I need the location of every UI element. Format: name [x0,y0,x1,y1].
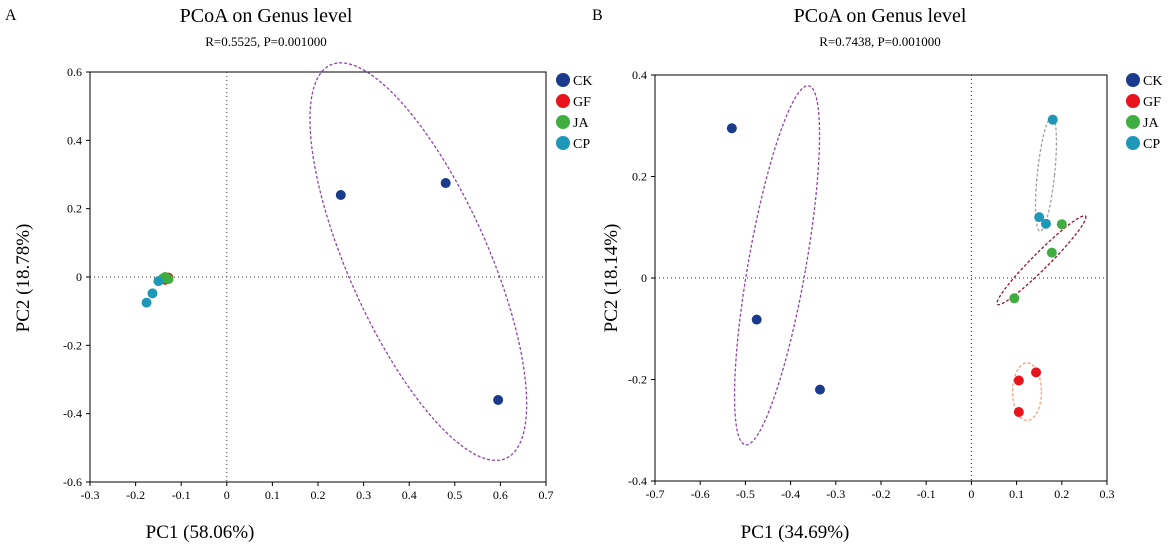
legend-label-ck: CK [1143,74,1162,89]
legend: CK GF JA CP [556,73,592,152]
chart-subtitle: R=0.5525, P=0.001000 [205,34,327,49]
y-tick-label: -0.4 [628,474,647,488]
legend-label-ja: JA [1143,116,1159,131]
x-tick-label: -0.3 [826,487,845,501]
point-ja [1056,219,1067,230]
legend-marker-ja [556,115,570,129]
x-tick-label: 0.3 [1100,487,1115,501]
x-tick-label: -0.4 [781,487,800,501]
ellipse-gf [1011,362,1043,422]
ellipse-ja [996,215,1087,306]
legend: CK GF JA CP [1126,73,1162,152]
x-tick-label: 0.2 [1054,487,1069,501]
x-tick-label: 0.1 [265,488,280,502]
y-tick-label: 0 [641,271,647,285]
y-tick-label: 0.4 [632,68,647,82]
point-ck [440,178,451,189]
x-tick-label: -0.3 [81,488,100,502]
y-axis-label: PC2 (18.78%) [13,224,34,333]
x-tick-label: -0.1 [172,488,191,502]
ellipse-ck [309,62,528,462]
legend-marker-cp [1126,136,1140,150]
point-gf [1031,367,1042,378]
x-tick-label: 0.5 [447,488,462,502]
y-tick-label: -0.2 [628,373,647,387]
point-ck [726,123,737,134]
chart-title: PCoA on Genus level [794,5,967,27]
x-tick-label: 0.2 [311,488,326,502]
legend-marker-ck [1126,73,1140,87]
y-tick-label: 0.6 [67,65,82,79]
point-ja [1009,293,1020,304]
point-ja [1046,247,1057,258]
y-tick-label: 0.4 [67,133,82,147]
y-tick-label: -0.4 [63,407,82,421]
legend-marker-ck [556,73,570,87]
legend-marker-cp [556,136,570,150]
x-tick-label: -0.2 [126,488,145,502]
legend-label-ja: JA [573,116,589,131]
ellipse-ck [733,85,821,446]
x-tick-label: 0.6 [493,488,508,502]
plot-area: -0.3 -0.2 -0.1 0 0.1 0.2 0.3 0.4 0.5 0.6 0.7 -0.6 -0… [63,62,554,502]
point-ck [814,384,825,395]
point-cp [147,288,158,299]
legend-label-gf: GF [1143,95,1161,110]
x-tick-label: -0.7 [646,487,665,501]
legend-marker-ja [1126,115,1140,129]
point-ck [751,314,762,325]
x-tick-label: 0.7 [539,488,554,502]
legend-label-gf: GF [573,95,591,110]
panel-label: A [5,7,17,24]
plot-area: -0.7 -0.6 -0.5 -0.4 -0.3 -0.2 -0.1 0 0.1 0.2 0.3 -0… [628,68,1115,501]
legend-label-cp: CP [573,137,590,152]
x-tick-label: -0.5 [736,487,755,501]
x-tick-label: -0.2 [872,487,891,501]
x-tick-label: -0.1 [917,487,936,501]
panel-label: B [592,7,603,24]
legend-label-ck: CK [573,74,592,89]
x-tick-label: -0.6 [691,487,710,501]
point-cp [1034,212,1045,223]
panel-a: A PCoA on Genus level R=0.5525, P=0.0010… [5,5,592,543]
point-gf [1013,406,1024,417]
point-ck [493,395,504,405]
x-axis-label: PC1 (58.06%) [146,522,255,543]
chart-title: PCoA on Genus level [180,5,353,27]
x-tick-label: 0 [224,488,230,502]
x-tick-label: 0.3 [356,488,371,502]
y-tick-label: 0.2 [632,170,647,184]
x-tick-label: 0.4 [402,488,417,502]
chart-subtitle: R=0.7438, P=0.001000 [819,34,941,49]
y-tick-label: -0.6 [63,475,82,489]
y-tick-label: 0.2 [67,202,82,216]
legend-marker-gf [556,94,570,108]
point-ck [335,190,346,200]
x-tick-label: 0.1 [1009,487,1024,501]
legend-label-cp: CP [1143,137,1160,152]
point-cp [1047,114,1058,125]
x-tick-label: 0 [968,487,974,501]
point-cp [153,276,164,287]
x-axis-label: PC1 (34.69%) [741,522,850,543]
point-cp [141,297,152,308]
legend-marker-gf [1126,94,1140,108]
y-tick-label: 0 [76,270,82,284]
point-cp [1040,218,1051,229]
y-tick-label: -0.2 [63,338,82,352]
y-axis-label: PC2 (18.14%) [601,224,622,333]
point-gf [1013,375,1024,386]
panel-b: B PCoA on Genus level R=0.7438, P=0.0010… [592,5,1162,543]
